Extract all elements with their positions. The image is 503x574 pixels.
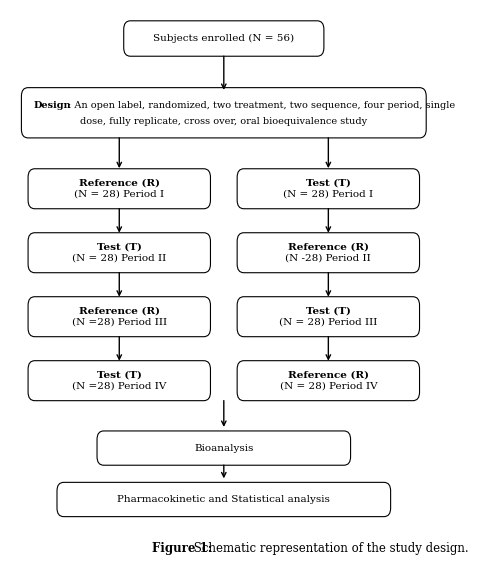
FancyBboxPatch shape <box>22 88 426 138</box>
FancyBboxPatch shape <box>28 169 210 209</box>
FancyBboxPatch shape <box>28 360 210 401</box>
Text: Subjects enrolled (N = 56): Subjects enrolled (N = 56) <box>153 34 294 43</box>
Text: (N = 28) Period IV: (N = 28) Period IV <box>280 382 377 391</box>
Text: (N =28) Period IV: (N =28) Period IV <box>72 382 166 391</box>
FancyBboxPatch shape <box>237 297 420 337</box>
FancyBboxPatch shape <box>237 360 420 401</box>
Text: (N = 28) Period III: (N = 28) Period III <box>279 318 378 327</box>
Text: (N = 28) Period I: (N = 28) Period I <box>74 190 164 199</box>
FancyBboxPatch shape <box>237 169 420 209</box>
Text: Reference (R): Reference (R) <box>79 307 160 316</box>
FancyBboxPatch shape <box>28 232 210 273</box>
Text: Schematic representation of the study design.: Schematic representation of the study de… <box>190 541 468 554</box>
Text: Reference (R): Reference (R) <box>288 370 369 379</box>
Text: Test (T): Test (T) <box>306 307 351 316</box>
FancyBboxPatch shape <box>57 482 391 517</box>
Text: Test (T): Test (T) <box>97 242 142 251</box>
Text: Figure 1:: Figure 1: <box>152 541 212 554</box>
FancyBboxPatch shape <box>124 21 324 56</box>
Text: (N =28) Period III: (N =28) Period III <box>72 318 167 327</box>
Text: : An open label, randomized, two treatment, two sequence, four period, single: : An open label, randomized, two treatme… <box>68 101 455 110</box>
Text: dose, fully replicate, cross over, oral bioequivalence study: dose, fully replicate, cross over, oral … <box>80 117 367 126</box>
Text: Test (T): Test (T) <box>306 179 351 188</box>
Text: Reference (R): Reference (R) <box>79 179 160 188</box>
Text: Pharmacokinetic and Statistical analysis: Pharmacokinetic and Statistical analysis <box>117 495 330 504</box>
Text: Design: Design <box>34 101 71 110</box>
Text: Bioanalysis: Bioanalysis <box>194 444 254 452</box>
Text: (N -28) Period II: (N -28) Period II <box>286 254 371 263</box>
FancyBboxPatch shape <box>97 431 351 465</box>
Text: Test (T): Test (T) <box>97 370 142 379</box>
FancyBboxPatch shape <box>237 232 420 273</box>
Text: Reference (R): Reference (R) <box>288 242 369 251</box>
Text: (N = 28) Period I: (N = 28) Period I <box>283 190 373 199</box>
FancyBboxPatch shape <box>28 297 210 337</box>
Text: (N = 28) Period II: (N = 28) Period II <box>72 254 166 263</box>
